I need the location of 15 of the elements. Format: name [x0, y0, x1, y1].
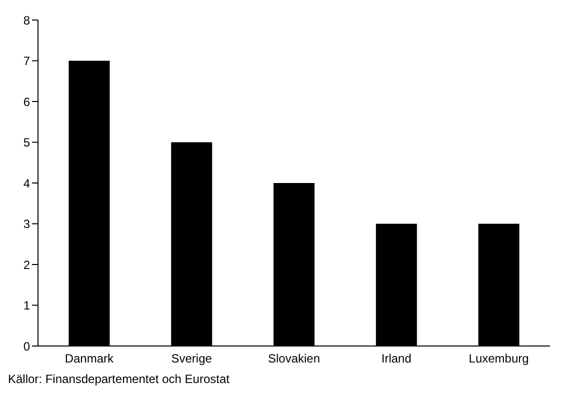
text: Källor: Finansdepartementet och Eurostat: [8, 372, 230, 386]
x-tick-label: Luxemburg: [468, 352, 529, 366]
y-tick-label: 6: [23, 94, 30, 109]
y-tick-label: 2: [23, 258, 30, 272]
x-tick-label: Slovakien: [268, 352, 320, 366]
y-tick-label: 4: [23, 176, 30, 190]
y-tick-label: 7: [23, 54, 30, 68]
y-tick-label: 0: [23, 339, 30, 354]
x-tick-label: Irland: [381, 352, 412, 366]
y-tick-label: 3: [23, 217, 30, 232]
x-tick-label: Sverige: [171, 352, 212, 366]
y-tick-label: 5: [23, 136, 30, 150]
y-tick-label: 8: [23, 13, 30, 28]
x-tick-label: Danmark: [64, 352, 115, 366]
y-tick-label: 1: [23, 298, 30, 313]
